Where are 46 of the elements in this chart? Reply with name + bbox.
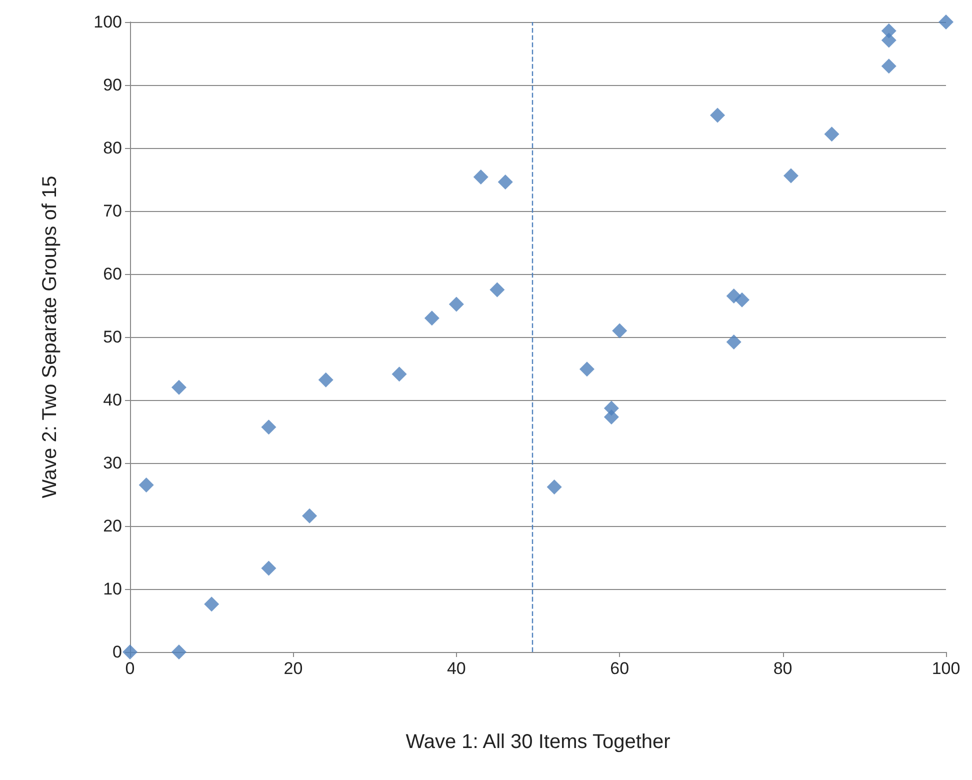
point xyxy=(424,310,440,326)
point xyxy=(881,58,896,74)
point xyxy=(122,644,138,660)
point xyxy=(498,174,513,190)
x-tick-label: 80 xyxy=(773,659,792,678)
point xyxy=(392,366,407,382)
y-tick-label: 40 xyxy=(103,390,122,410)
point xyxy=(726,334,742,350)
point xyxy=(783,168,798,184)
point xyxy=(473,169,488,184)
point xyxy=(448,296,464,312)
point xyxy=(261,560,276,576)
point xyxy=(612,323,628,338)
point xyxy=(579,362,594,377)
y-tick-label: 30 xyxy=(103,454,122,472)
y-tick-label: 90 xyxy=(103,76,122,94)
x-tick-label: 100 xyxy=(932,659,960,678)
point xyxy=(490,282,505,298)
point xyxy=(881,32,896,48)
point xyxy=(824,126,840,142)
point xyxy=(171,644,186,660)
point xyxy=(138,478,154,493)
point xyxy=(546,479,562,494)
point xyxy=(710,108,726,123)
y-axis-title: Wave 2: Two Separate Groups of 15 xyxy=(39,176,61,498)
point xyxy=(318,372,334,388)
y-tick-label: 0 xyxy=(112,642,122,662)
x-axis-title: Wave 1: All 30 Items Together xyxy=(406,731,671,753)
x-tick-label: 0 xyxy=(125,659,135,678)
y-tick-label: 80 xyxy=(103,138,122,158)
x-tick-label: 60 xyxy=(610,659,630,678)
y-tick-label: 100 xyxy=(94,12,122,32)
point xyxy=(204,596,220,612)
point xyxy=(734,292,750,308)
y-tick-label: 50 xyxy=(103,328,122,346)
point xyxy=(938,14,954,30)
point xyxy=(261,420,276,435)
x-tick-label: 20 xyxy=(284,659,303,678)
point xyxy=(171,380,186,395)
y-tick-label: 60 xyxy=(103,264,122,284)
x-tick-label: 40 xyxy=(446,659,466,678)
y-tick-label: 20 xyxy=(103,516,122,536)
point xyxy=(302,508,318,524)
y-tick-label: 70 xyxy=(103,202,122,220)
y-tick-label: 10 xyxy=(103,580,122,598)
point xyxy=(604,410,619,425)
